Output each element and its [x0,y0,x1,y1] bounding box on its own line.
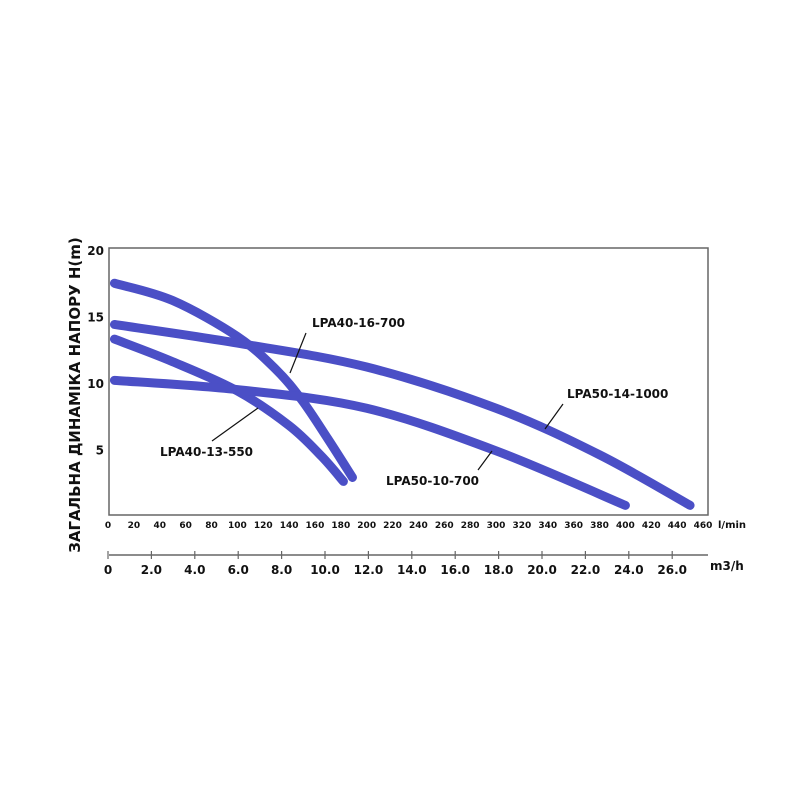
x2-tick-label: 14.0 [397,563,427,577]
series-label: LPA50-10-700 [386,474,479,488]
plot-frame [108,247,709,516]
y-tick-label: 15 [87,311,104,325]
x-tick-label: 340 [538,521,557,531]
x-tick-label: 160 [306,521,325,531]
series-label: LPA40-13-550 [160,445,253,459]
curve-LPA50-14-1000 [109,319,695,510]
x-tick-label: 300 [487,521,506,531]
x-tick-label: 180 [331,521,350,531]
y-tick-label: 10 [87,377,104,391]
x-tick-label: 20 [128,521,141,531]
x-tick-label: 0 [105,521,111,531]
x-tick-label: 140 [280,521,299,531]
series-label: LPA40-16-700 [312,316,405,330]
x2-tick-label: 8.0 [271,563,292,577]
x-tick-label: 380 [590,521,609,531]
x-axis-unit: l/min [718,520,746,531]
leader-LPA40-16-700 [289,332,307,374]
x-tick-label: 440 [668,521,687,531]
x2-axis-unit: m3/h [710,559,744,573]
series-label: LPA50-14-1000 [567,387,668,401]
x-tick-label: 280 [461,521,480,531]
curve-LPA40-13-550 [109,334,348,486]
leader-LPA50-10-700 [477,450,493,471]
y-tick-label: 5 [96,444,104,458]
leader-LPA50-14-1000 [544,403,564,430]
leader-LPA40-13-550 [211,407,259,442]
x2-tick-label: 12.0 [354,563,384,577]
x2-tick-label: 10.0 [310,563,340,577]
x-tick-label: 460 [694,521,713,531]
x-tick-label: 200 [357,521,376,531]
x-tick-label: 100 [228,521,247,531]
curve-LPA40-16-700 [109,278,357,482]
x-tick-label: 260 [435,521,454,531]
x2-tick-label: 22.0 [571,563,601,577]
x-tick-label: 240 [409,521,428,531]
x2-tick-label: 18.0 [484,563,514,577]
y-tick-label: 20 [87,244,104,258]
x-tick-label: 60 [179,521,192,531]
x-tick-label: 40 [153,521,166,531]
x2-tick-label: 16.0 [440,563,470,577]
x2-tick-label: 26.0 [657,563,687,577]
x-tick-label: 120 [254,521,273,531]
x-tick-label: 360 [564,521,583,531]
x-tick-label: 400 [616,521,635,531]
x-tick-label: 420 [642,521,661,531]
x2-tick-label: 0 [104,563,112,577]
x2-tick-label: 4.0 [184,563,205,577]
x2-tick-label: 20.0 [527,563,557,577]
x2-tick-label: 24.0 [614,563,644,577]
x-tick-label: 80 [205,521,218,531]
x-tick-label: 220 [383,521,402,531]
curve-LPA50-10-700 [109,375,630,510]
x2-tick-label: 2.0 [141,563,162,577]
x2-tick-label: 6.0 [228,563,249,577]
y-axis-label: ЗАГАЛЬНА ДИНАМІКА НАПОРУ H(m) [66,237,84,553]
x-tick-label: 320 [513,521,532,531]
